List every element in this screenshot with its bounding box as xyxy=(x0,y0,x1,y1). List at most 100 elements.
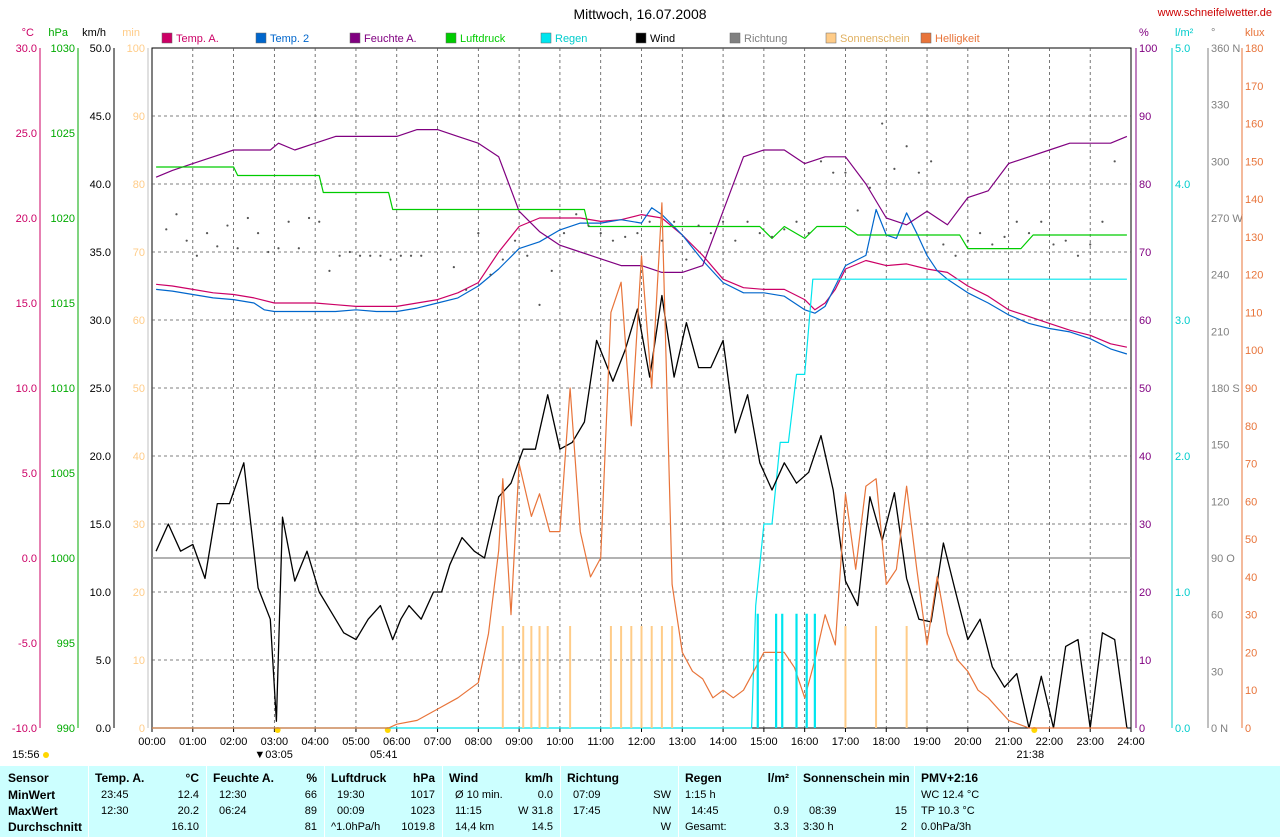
druck-trend: ^1.0hPa/h xyxy=(331,821,381,833)
x-tick-label: 14:00 xyxy=(709,736,737,748)
direction-dot xyxy=(348,250,351,254)
legend-label: Wind xyxy=(650,33,675,45)
moonset-label: ▼03:05 xyxy=(254,749,292,761)
wind-distance: 14,4 km xyxy=(455,821,495,833)
sonne-max-time: 08:39 xyxy=(809,805,837,817)
left-tick-label: -10.0 xyxy=(12,723,37,735)
legend-swatch xyxy=(349,32,361,44)
x-tick-label: 03:00 xyxy=(261,736,289,748)
series-line xyxy=(156,166,1127,250)
direction-dot xyxy=(205,232,209,235)
direction-dot xyxy=(185,239,188,242)
right-axis-unit: l/m² xyxy=(1175,27,1194,39)
left-tick-label: 5.0 xyxy=(96,655,111,667)
direction-dot xyxy=(636,232,639,235)
wind-max-value: W 31.8 xyxy=(518,805,553,817)
legend-swatch xyxy=(635,32,647,44)
direction-dot xyxy=(1040,220,1043,223)
legend-label: Temp. A. xyxy=(176,33,219,45)
temp-min-time: 23:45 xyxy=(101,789,129,801)
left-tick-label: 1025 xyxy=(51,128,75,140)
left-axis-unit: km/h xyxy=(82,27,106,39)
sonne-title: Sonnenschein min xyxy=(803,771,910,785)
direction-dot xyxy=(795,220,798,223)
direction-dot xyxy=(538,303,541,306)
right-tick-label: 40 xyxy=(1139,451,1151,463)
direction-dot xyxy=(1101,220,1104,223)
x-tick-label: 23:00 xyxy=(1076,736,1104,748)
direction-dot xyxy=(1027,232,1031,235)
direction-dot xyxy=(966,239,969,242)
direction-dot xyxy=(489,273,492,276)
legend-label: Sonnenschein xyxy=(840,33,910,45)
direction-dot xyxy=(562,232,566,235)
direction-dot xyxy=(501,258,504,261)
sunrise-label: 05:41 xyxy=(370,749,398,761)
x-tick-label: 19:00 xyxy=(913,736,941,748)
direction-dot xyxy=(452,266,455,269)
left-tick-label: 1000 xyxy=(51,553,75,565)
wind-avg10-label: Ø 10 min. xyxy=(455,789,503,801)
left-tick-label: 50.0 xyxy=(90,43,111,55)
right-tick-label: 30 xyxy=(1245,610,1257,622)
x-tick-label: 08:00 xyxy=(465,736,493,748)
x-tick-label: 02:00 xyxy=(220,736,248,748)
feuchte-min-time: 12:30 xyxy=(219,789,247,801)
direction-dot xyxy=(673,220,676,223)
chart-grid xyxy=(151,47,1132,729)
right-tick-label: 150 xyxy=(1245,156,1263,168)
right-tick-label: 0.0 xyxy=(1175,723,1190,735)
stats-footer: Sensor MinWert MaxWert Durchschnitt Temp… xyxy=(0,766,1280,837)
right-tick-label: 140 xyxy=(1245,194,1263,206)
series-line xyxy=(156,207,1128,355)
right-tick-label: 170 xyxy=(1245,81,1263,93)
durchschnitt-label: Durchschnitt xyxy=(8,820,83,834)
legend-label: Luftdruck xyxy=(460,33,506,45)
left-tick-label: 35.0 xyxy=(90,247,111,259)
left-tick-label: 30 xyxy=(133,519,145,531)
wind-unit: km/h xyxy=(524,771,553,785)
direction-dot xyxy=(624,235,627,238)
direction-dot xyxy=(807,232,810,235)
chart-title: Mittwoch, 16.07.2008 xyxy=(573,6,706,22)
pmv-trend: 0.0hPa/3h xyxy=(921,821,972,833)
right-tick-label: 50 xyxy=(1139,383,1151,395)
series-line xyxy=(152,202,1127,729)
regen-total-label: Gesamt: xyxy=(685,821,727,833)
direction-dot xyxy=(328,269,331,272)
richtung-max-value: NW xyxy=(652,805,671,817)
richtung-title: Richtung xyxy=(567,771,619,785)
direction-dot xyxy=(685,258,688,261)
regen-total-value: 3.3 xyxy=(773,821,789,833)
minwert-label: MinWert xyxy=(8,788,56,802)
richtung-avg-value: W xyxy=(660,821,671,833)
direction-dot xyxy=(697,224,700,227)
direction-dot xyxy=(783,228,786,231)
direction-dot xyxy=(409,254,413,257)
right-tick-label: 120 xyxy=(1245,270,1263,282)
richtung-column: Richtung 07:09 SW 17:45 NW W xyxy=(560,766,679,837)
left-tick-label: 15.0 xyxy=(16,298,37,310)
right-tick-label: 1.0 xyxy=(1175,587,1190,599)
legend-label: Helligkeit xyxy=(935,33,980,45)
direction-dot xyxy=(856,209,859,212)
pmv-taupunkt: TP 10.3 °C xyxy=(921,805,975,817)
left-tick-label: 0.0 xyxy=(22,553,37,565)
direction-dot xyxy=(267,250,270,254)
temp-unit: °C xyxy=(185,771,199,785)
left-axis-unit: °C xyxy=(22,27,34,39)
temp-max-value: 20.2 xyxy=(177,805,199,817)
site-url[interactable]: www.schneifelwetter.de xyxy=(1157,7,1272,19)
pmv-title: PMV+2:16 xyxy=(921,771,979,785)
legend-swatch xyxy=(729,32,741,44)
left-tick-label: -5.0 xyxy=(18,638,37,650)
pmv-column: PMV+2:16 WC 12.4 °C TP 10.3 °C 0.0hPa/3h xyxy=(914,766,1035,837)
left-tick-label: 30.0 xyxy=(90,315,111,327)
x-tick-label: 11:00 xyxy=(587,736,614,748)
druck-column: Luftdruck hPa 19:30 1017 00:09 1023 ^1.0hPa… xyxy=(324,766,443,837)
legend-label: Feuchte A. xyxy=(364,33,417,45)
direction-dot xyxy=(746,220,749,223)
direction-dot xyxy=(1015,220,1018,223)
direction-dot xyxy=(893,167,896,170)
left-tick-label: 45.0 xyxy=(90,111,111,123)
